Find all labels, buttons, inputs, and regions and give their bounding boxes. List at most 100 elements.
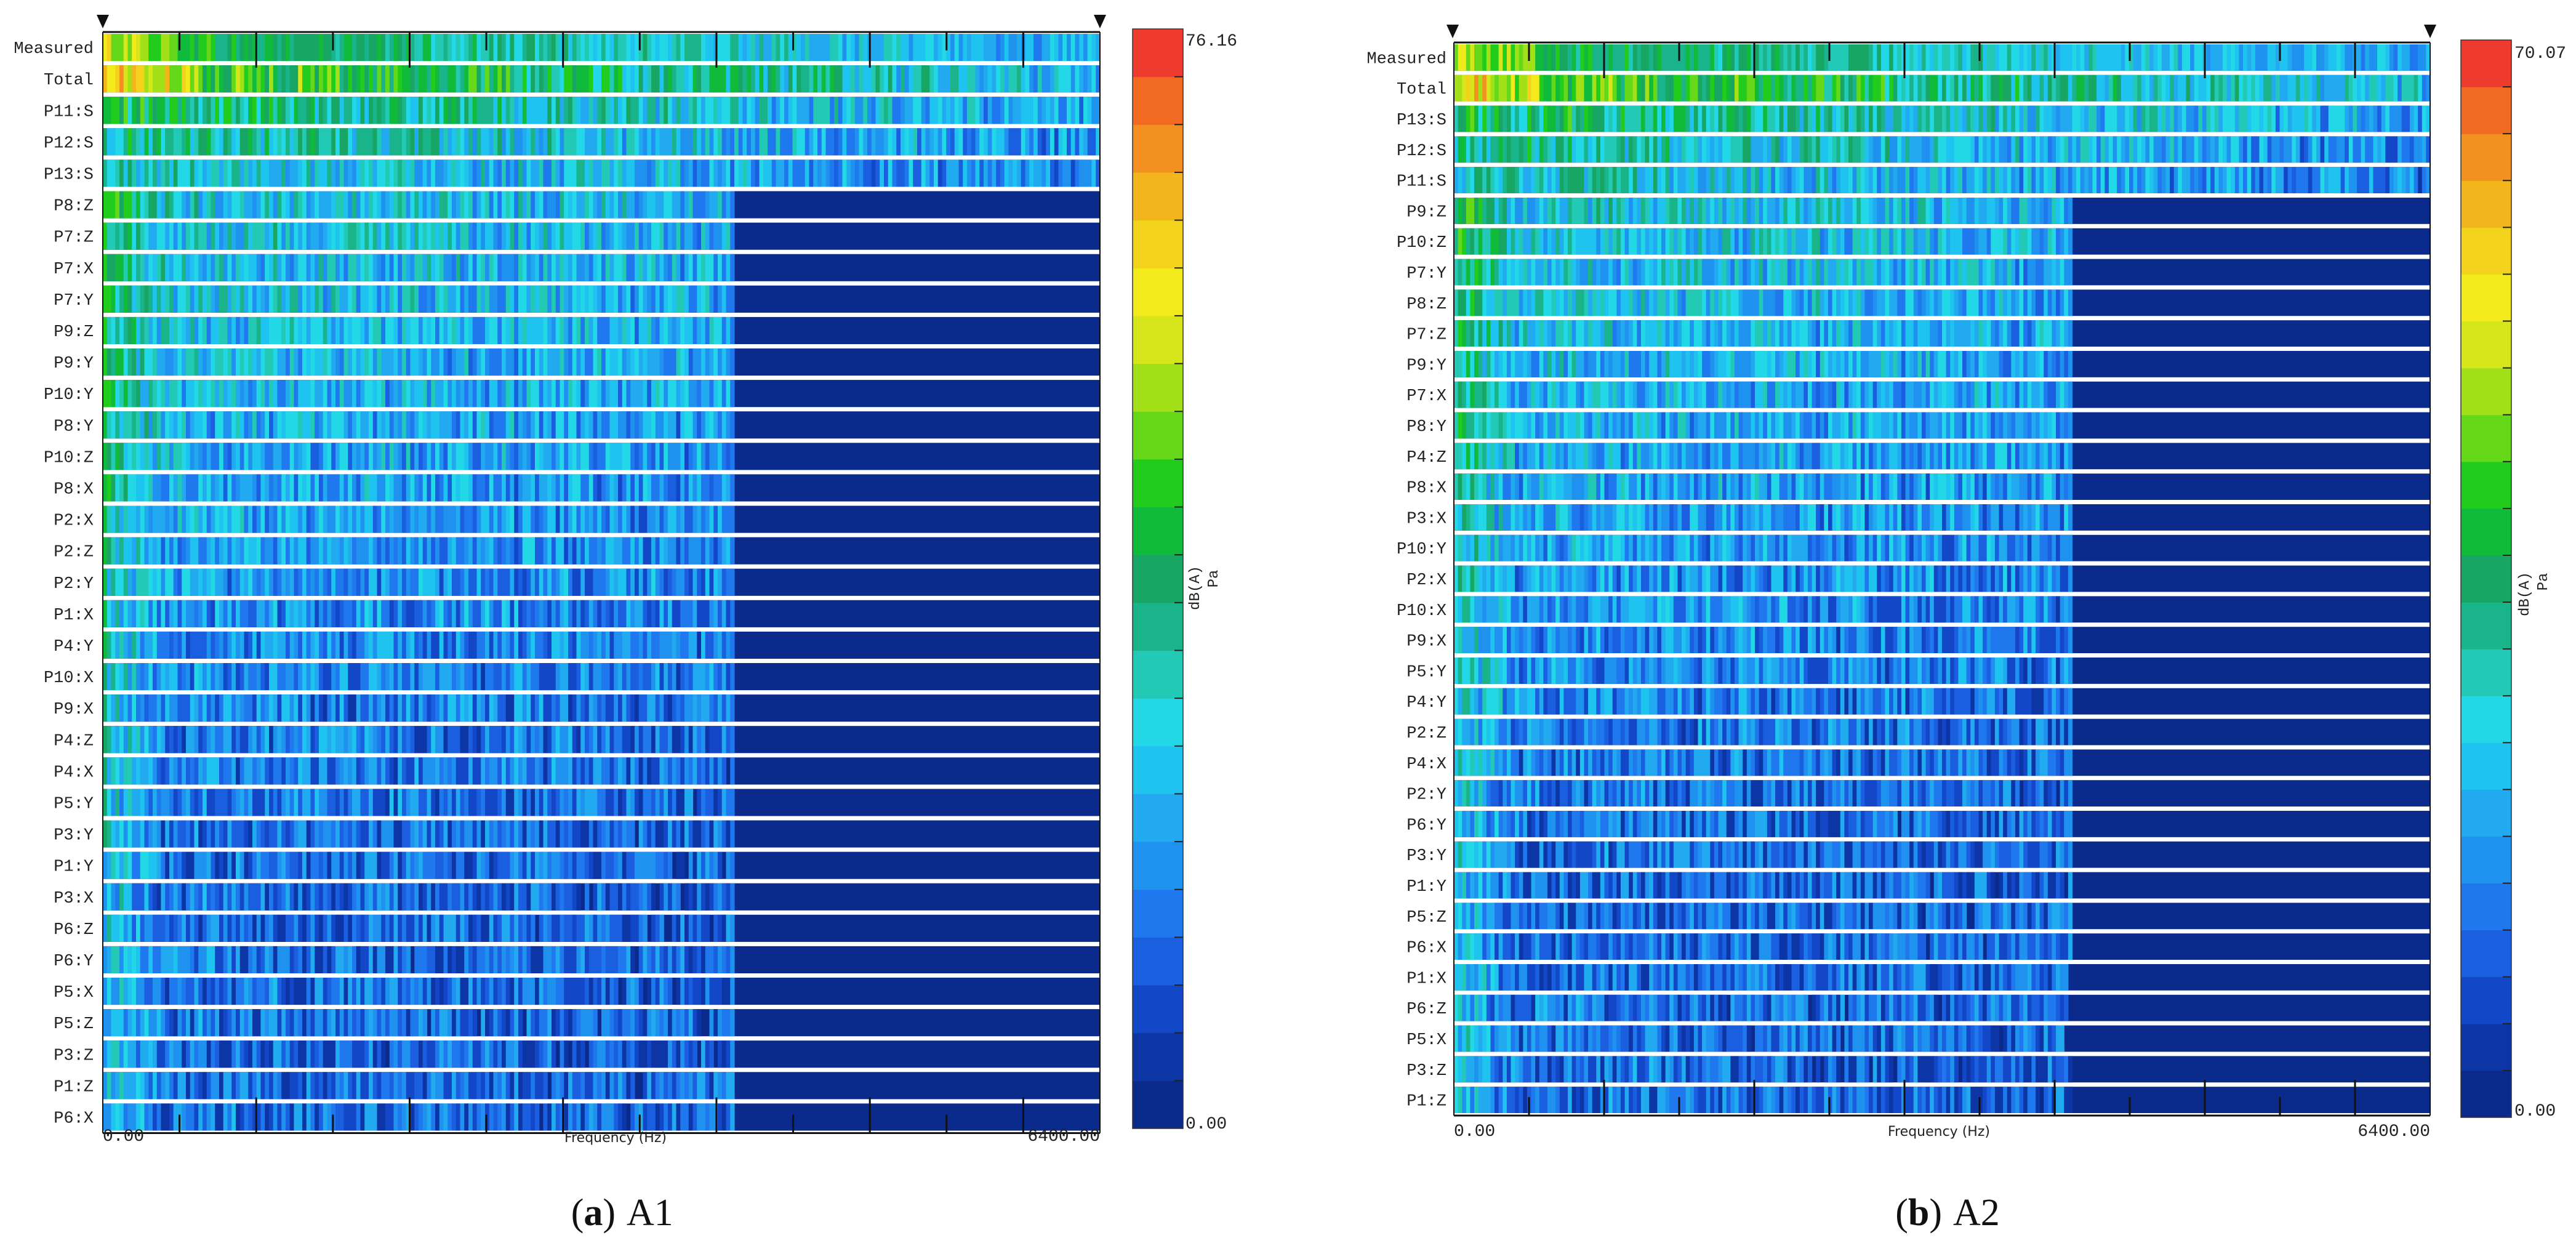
- heatmap-cell: [310, 568, 315, 596]
- heatmap-cell: [535, 789, 540, 816]
- heatmap-cell: [580, 474, 585, 502]
- heatmap-cell: [153, 254, 158, 281]
- heatmap-cell: [148, 443, 153, 470]
- heatmap-cell: [406, 537, 411, 565]
- heatmap-cell: [780, 34, 785, 62]
- heatmap-cell: [518, 411, 523, 439]
- heatmap-cell: [356, 348, 361, 376]
- heatmap-cell: [132, 97, 137, 124]
- heatmap-cell: [701, 726, 706, 754]
- heatmap-cell: [547, 380, 552, 408]
- heatmap-cell: [148, 285, 153, 313]
- heatmap-cell: [331, 65, 336, 93]
- heatmap-cell: [597, 537, 602, 565]
- heatmap-cell: [585, 820, 590, 848]
- heatmap-cell: [294, 443, 299, 470]
- heatmap-cell: [431, 411, 436, 439]
- heatmap-cell: [153, 97, 158, 124]
- heatmap-cell: [198, 316, 203, 344]
- heatmap-cell: [356, 285, 361, 313]
- heatmap-cell: [435, 159, 440, 187]
- heatmap-row: [103, 254, 1100, 281]
- heatmap-cell: [360, 97, 365, 124]
- heatmap-cell: [742, 34, 747, 62]
- heatmap-cell: [372, 159, 378, 187]
- heatmap-cell: [476, 348, 481, 376]
- heatmap-cell: [360, 222, 365, 250]
- heatmap-cell: [630, 568, 635, 596]
- heatmap-cell: [393, 474, 398, 502]
- heatmap-cell: [1021, 128, 1026, 156]
- heatmap-cell: [909, 34, 913, 62]
- row-label: P6:X: [54, 1109, 94, 1128]
- heatmap-cell: [248, 380, 253, 408]
- heatmap-cell: [771, 97, 777, 124]
- heatmap-cell: [630, 191, 635, 219]
- heatmap-cell: [1091, 65, 1096, 93]
- heatmap-cell: [580, 254, 585, 281]
- heatmap-cell: [676, 568, 681, 596]
- heatmap-cell: [726, 914, 731, 942]
- heatmap-cell: [385, 97, 390, 124]
- heatmap-cell: [618, 851, 623, 879]
- heatmap-cell: [1075, 128, 1080, 156]
- heatmap-cell: [522, 316, 528, 344]
- heatmap-cell: [455, 631, 461, 659]
- heatmap-cell: [455, 254, 461, 281]
- heatmap-cell: [522, 191, 528, 219]
- heatmap-cell: [294, 128, 299, 156]
- heatmap-cell: [140, 65, 145, 93]
- heatmap-cell: [601, 222, 606, 250]
- heatmap-cell: [389, 348, 395, 376]
- heatmap-cell: [588, 411, 594, 439]
- heatmap-cell: [555, 600, 561, 627]
- heatmap-cell: [452, 883, 457, 911]
- heatmap-cell: [726, 789, 731, 816]
- heatmap-cell: [730, 694, 735, 722]
- heatmap-cell: [721, 883, 727, 911]
- heatmap-cell: [547, 191, 552, 219]
- heatmap-cell: [156, 537, 162, 565]
- heatmap-cell: [111, 380, 116, 408]
- heatmap-cell: [148, 851, 153, 879]
- heatmap-cell: [514, 568, 519, 596]
- heatmap-cell: [718, 914, 723, 942]
- heatmap-cell: [572, 820, 577, 848]
- heatmap-cell: [593, 128, 598, 156]
- heatmap-cell: [194, 97, 199, 124]
- heatmap-cell: [497, 443, 502, 470]
- heatmap-cell: [161, 443, 166, 470]
- heatmap-cell: [377, 380, 382, 408]
- heatmap-cell: [348, 128, 353, 156]
- heatmap-cell: [489, 97, 494, 124]
- heatmap-cell: [219, 631, 224, 659]
- heatmap-row: [103, 694, 1100, 722]
- heatmap-cell: [726, 348, 731, 376]
- heatmap-cell: [593, 222, 598, 250]
- heatmap-cell: [156, 159, 162, 187]
- heatmap-cell: [1021, 159, 1026, 187]
- heatmap-cell: [331, 411, 336, 439]
- heatmap-cell: [468, 191, 473, 219]
- heatmap-cell: [364, 380, 369, 408]
- heatmap-cell: [464, 914, 469, 942]
- heatmap-cell: [165, 505, 170, 533]
- heatmap-cell: [510, 316, 515, 344]
- heatmap-cell: [539, 443, 544, 470]
- heatmap-cell: [701, 65, 706, 93]
- heatmap-cell: [526, 663, 531, 691]
- heatmap-cell: [618, 222, 623, 250]
- heatmap-cell: [111, 97, 116, 124]
- heatmap-cell: [106, 97, 112, 124]
- heatmap-cell: [310, 946, 315, 973]
- heatmap-cell: [123, 443, 129, 470]
- heatmap-cell: [859, 65, 864, 93]
- heatmap-cell: [747, 97, 752, 124]
- heatmap-cell: [485, 34, 490, 62]
- heatmap-cell: [684, 505, 689, 533]
- heatmap-cell: [455, 191, 461, 219]
- heatmap-cell: [485, 694, 490, 722]
- heatmap-cell: [360, 726, 365, 754]
- heatmap-cell: [543, 191, 548, 219]
- heatmap-cell: [439, 65, 444, 93]
